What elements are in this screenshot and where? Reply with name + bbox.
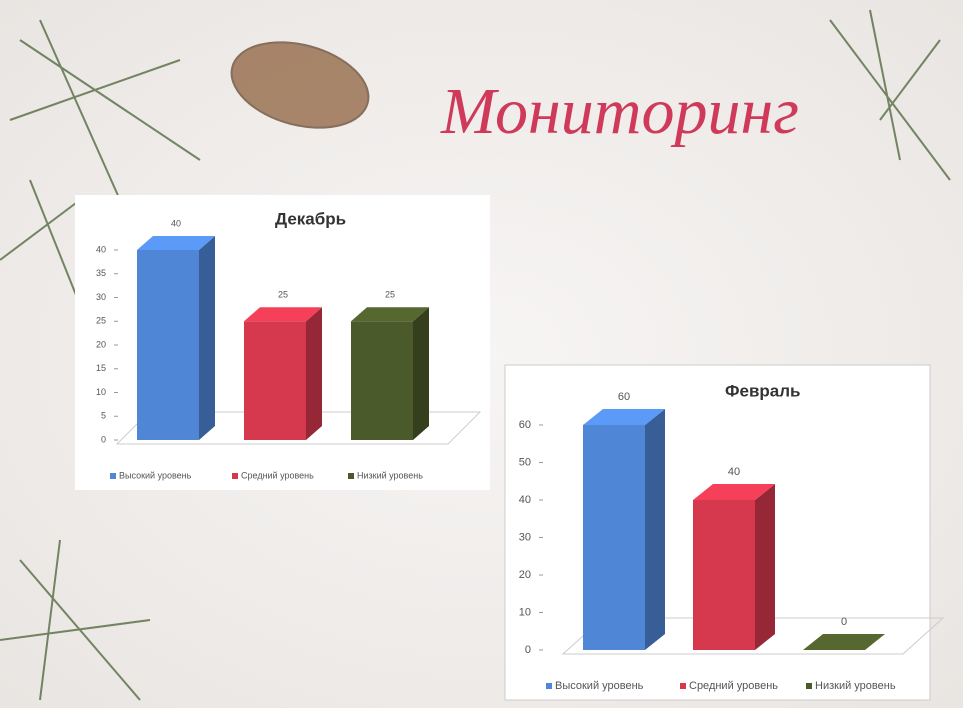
- bar: [583, 425, 645, 650]
- y-tick-label: 30: [96, 292, 106, 302]
- y-tick-label: 25: [96, 316, 106, 326]
- y-tick-label: 5: [101, 411, 106, 421]
- y-tick-label: 20: [519, 569, 531, 581]
- y-tick-label: 50: [519, 456, 531, 468]
- legend-swatch: [110, 473, 116, 479]
- legend-swatch: [232, 473, 238, 479]
- y-tick-label: 10: [96, 387, 106, 397]
- slide: Мониторинг Декабрь 0 5 10 15 20 25 30 35 40 40 Высо…: [0, 0, 963, 708]
- value-label: 40: [171, 218, 181, 228]
- bar: [137, 250, 199, 440]
- y-tick-label: 0: [525, 644, 531, 656]
- bar: [351, 321, 413, 440]
- legend-label: Низкий уровень: [815, 680, 896, 692]
- y-tick-label: 35: [96, 268, 106, 278]
- legend-swatch: [546, 683, 552, 689]
- bar-side: [645, 409, 665, 650]
- y-tick-label: 60: [519, 419, 531, 431]
- legend-label: Средний уровень: [241, 470, 314, 480]
- chart-title: Февраль: [725, 381, 801, 400]
- legend-swatch: [348, 473, 354, 479]
- slide-title: Мониторинг: [440, 75, 799, 148]
- y-tick-label: 15: [96, 363, 106, 373]
- bar-side: [199, 236, 215, 440]
- legend-swatch: [806, 683, 812, 689]
- legend-label: Средний уровень: [689, 680, 778, 692]
- legend-label: Низкий уровень: [357, 470, 423, 480]
- value-label: 0: [841, 616, 847, 628]
- y-tick-label: 0: [101, 434, 106, 444]
- bar: [693, 500, 755, 650]
- legend-swatch: [680, 683, 686, 689]
- y-tick-label: 40: [96, 244, 106, 254]
- bar: [244, 321, 306, 440]
- legend-label: Высокий уровень: [119, 470, 192, 480]
- y-tick-label: 40: [519, 494, 531, 506]
- value-label: 60: [618, 391, 630, 403]
- y-tick-label: 30: [519, 531, 531, 543]
- value-label: 25: [385, 290, 395, 300]
- legend-label: Высокий уровень: [555, 680, 644, 692]
- bar-side: [306, 307, 322, 440]
- value-label: 25: [278, 290, 288, 300]
- y-tick-label: 10: [519, 606, 531, 618]
- y-tick-label: 20: [96, 339, 106, 349]
- chart-title: Декабрь: [275, 209, 346, 228]
- value-label: 40: [728, 466, 740, 478]
- bar-side: [413, 307, 429, 440]
- bar-side: [755, 484, 775, 650]
